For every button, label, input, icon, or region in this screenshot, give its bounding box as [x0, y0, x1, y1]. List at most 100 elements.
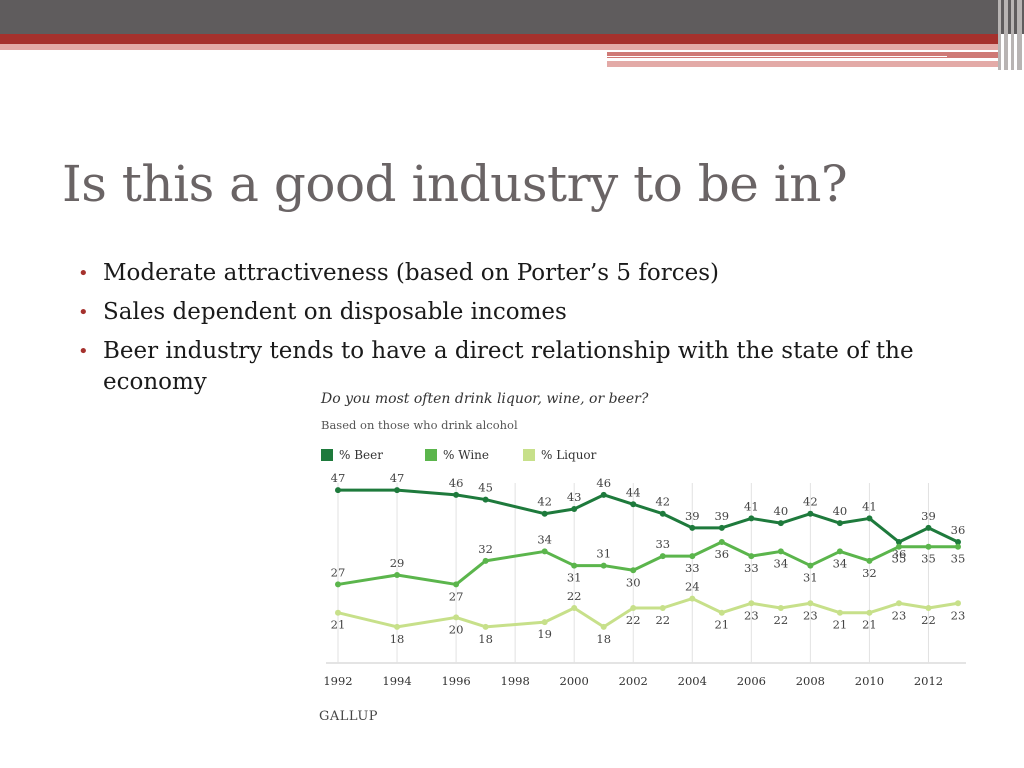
data-point — [689, 595, 696, 602]
data-label: 24 — [685, 580, 700, 594]
data-label: 40 — [774, 504, 789, 518]
accent-stripe-short — [607, 52, 1000, 58]
data-label: 41 — [862, 499, 877, 513]
data-point — [895, 539, 902, 545]
data-label: 32 — [862, 566, 877, 580]
data-label: 22 — [921, 613, 936, 627]
data-label: 44 — [626, 485, 641, 499]
data-point — [541, 548, 548, 555]
data-label: 19 — [537, 627, 552, 641]
bullet-dot-icon: • — [78, 302, 89, 323]
data-point — [453, 491, 460, 498]
data-label: 35 — [921, 552, 936, 566]
decorative-bars — [994, 0, 1024, 70]
data-point — [748, 600, 755, 607]
accent-stripe-light — [0, 44, 1000, 50]
data-point — [718, 524, 725, 531]
data-point — [836, 520, 843, 527]
data-point — [689, 524, 696, 531]
data-point — [895, 543, 902, 550]
bullet-text: Beer industry tends to have a direct rel… — [103, 338, 914, 395]
data-label: 23 — [803, 608, 818, 622]
data-label: 29 — [390, 556, 405, 570]
bullet-item: • Moderate attractiveness (based on Porte… — [78, 258, 978, 289]
data-point — [335, 609, 341, 616]
plot-area — [326, 483, 966, 663]
data-point — [689, 553, 696, 560]
x-tick-label: 2000 — [560, 674, 589, 688]
data-label: 47 — [331, 471, 346, 485]
data-point — [777, 548, 784, 555]
data-point — [600, 491, 607, 498]
legend-item-beer: % Beer — [321, 448, 383, 462]
data-label: 27 — [331, 565, 346, 579]
data-label: 27 — [449, 589, 464, 603]
data-label: 42 — [655, 495, 670, 509]
gallup-logo: GALLUP — [319, 709, 379, 724]
data-point — [394, 623, 401, 630]
data-point — [335, 487, 341, 494]
data-point — [571, 605, 578, 611]
data-point — [571, 506, 578, 512]
data-point — [807, 510, 814, 517]
data-label: 18 — [478, 632, 493, 646]
data-point — [748, 515, 755, 522]
data-point — [955, 539, 961, 545]
data-point — [482, 623, 489, 630]
bullet-item: • Beer industry tends to have a direct re… — [78, 336, 978, 398]
chart-title: Do you most often drink liquor, wine, or… — [321, 391, 649, 407]
data-label: 31 — [803, 571, 818, 585]
data-point — [748, 553, 755, 560]
drink-preference-chart: 1992 1994 1996 1998 2000 2002 2004 2006 2008 2010… — [312, 383, 974, 743]
data-point — [866, 609, 873, 616]
data-label: 22 — [774, 613, 789, 627]
chart-subtitle: Based on those who drink alcohol — [321, 418, 518, 432]
x-tick-label: 2010 — [855, 674, 884, 688]
data-label: 41 — [744, 499, 759, 513]
legend-label-beer: % Beer — [339, 448, 383, 462]
x-tick-label: 1994 — [382, 674, 411, 688]
data-label: 20 — [449, 622, 464, 636]
data-label: 35 — [892, 552, 907, 566]
data-point — [955, 543, 961, 550]
top-banner — [0, 0, 1024, 34]
data-point — [777, 605, 784, 611]
data-label: 36 — [892, 547, 907, 561]
data-point — [807, 600, 814, 607]
data-label: 39 — [714, 509, 729, 523]
data-point — [836, 609, 843, 616]
x-tick-label: 2002 — [619, 674, 648, 688]
data-label: 21 — [862, 618, 877, 632]
x-tick-label: 2012 — [914, 674, 943, 688]
legend-swatch-liquor — [523, 449, 535, 461]
data-label: 35 — [951, 552, 966, 566]
data-point — [836, 548, 843, 555]
x-tick-label: 1992 — [323, 674, 352, 688]
legend-label-liquor: % Liquor — [541, 448, 597, 462]
data-label: 23 — [892, 608, 907, 622]
legend-item-liquor: % Liquor — [523, 448, 596, 462]
data-label: 23 — [744, 608, 759, 622]
data-label: 18 — [596, 632, 611, 646]
chart-canvas: 1992 1994 1996 1998 2000 2002 2004 2006 2008 2010… — [323, 471, 966, 688]
legend-label-wine: % Wine — [443, 448, 490, 462]
data-label: 21 — [833, 618, 848, 632]
data-point — [659, 553, 666, 560]
data-label: 33 — [744, 561, 759, 575]
data-point — [866, 557, 873, 564]
legend-item-wine: % Wine — [425, 448, 489, 462]
data-point — [571, 562, 578, 569]
bullet-text: Moderate attractiveness (based on Porter… — [103, 260, 719, 286]
data-label: 42 — [537, 495, 552, 509]
bullet-item: • Sales dependent on disposable incomes — [78, 297, 978, 328]
data-point — [925, 605, 932, 611]
data-point — [482, 496, 489, 503]
data-point — [630, 501, 637, 508]
data-label: 34 — [833, 556, 848, 570]
data-point — [630, 605, 637, 611]
data-label: 46 — [449, 476, 464, 490]
data-point — [718, 609, 725, 616]
data-label: 34 — [537, 532, 552, 546]
data-point — [335, 581, 341, 588]
data-label: 33 — [655, 537, 670, 551]
